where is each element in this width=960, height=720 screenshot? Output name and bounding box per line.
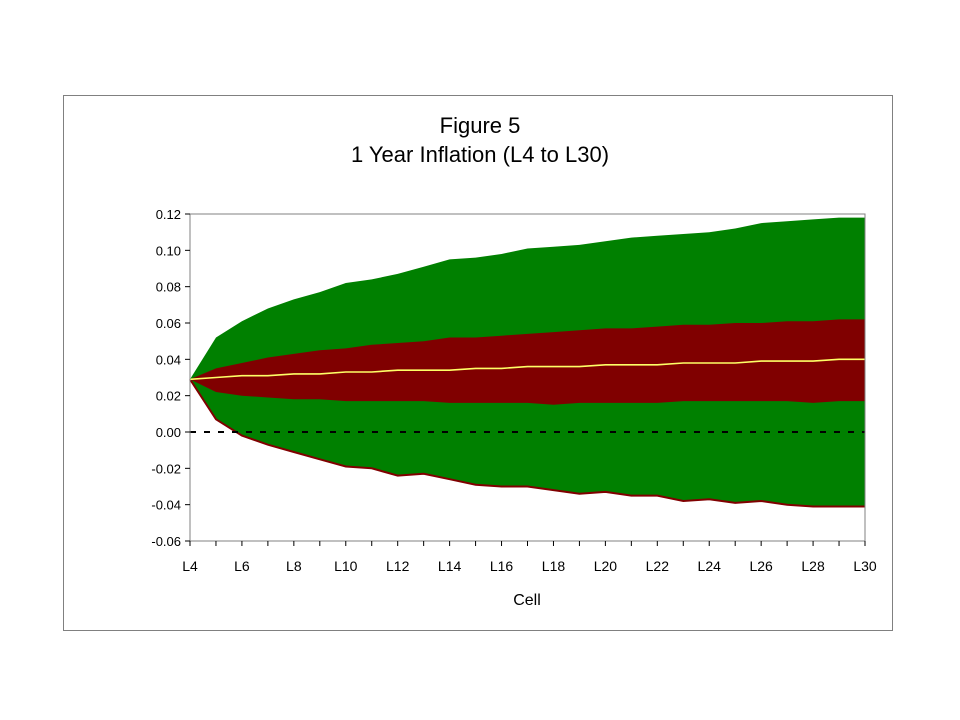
x-axis-title: Cell bbox=[513, 592, 541, 609]
x-tick-label: L28 bbox=[801, 558, 825, 574]
x-tick-label: L20 bbox=[594, 558, 618, 574]
x-tick-label: L12 bbox=[386, 558, 410, 574]
y-tick-label: 0.08 bbox=[156, 280, 181, 295]
y-tick-label: 0.10 bbox=[156, 243, 181, 258]
x-tick-label: L4 bbox=[182, 558, 198, 574]
y-tick-label: -0.06 bbox=[151, 534, 181, 549]
x-tick-label: L10 bbox=[334, 558, 358, 574]
chart-title: Figure 5 bbox=[439, 113, 521, 138]
x-tick-label: L22 bbox=[646, 558, 670, 574]
y-tick-label: 0.06 bbox=[156, 316, 181, 331]
x-tick-label: L14 bbox=[438, 558, 462, 574]
x-tick-label: L18 bbox=[542, 558, 566, 574]
x-tick-label: L8 bbox=[286, 558, 302, 574]
x-tick-label: L6 bbox=[234, 558, 250, 574]
y-tick-label: 0.02 bbox=[156, 389, 181, 404]
y-tick-label: -0.04 bbox=[151, 498, 181, 513]
x-tick-label: L30 bbox=[853, 558, 877, 574]
x-tick-label: L26 bbox=[749, 558, 773, 574]
y-tick-label: 0.12 bbox=[156, 207, 181, 222]
x-tick-label: L16 bbox=[490, 558, 514, 574]
y-tick-label: 0.04 bbox=[156, 352, 181, 367]
y-tick-label: 0.00 bbox=[156, 425, 181, 440]
median-line bbox=[189, 358, 865, 381]
x-tick-label: L24 bbox=[698, 558, 722, 574]
outer-lower-edge-line bbox=[189, 378, 865, 508]
y-tick-label: -0.02 bbox=[151, 461, 181, 476]
inner-band bbox=[190, 319, 865, 405]
chart-subtitle: 1 Year Inflation (L4 to L30) bbox=[350, 142, 610, 167]
